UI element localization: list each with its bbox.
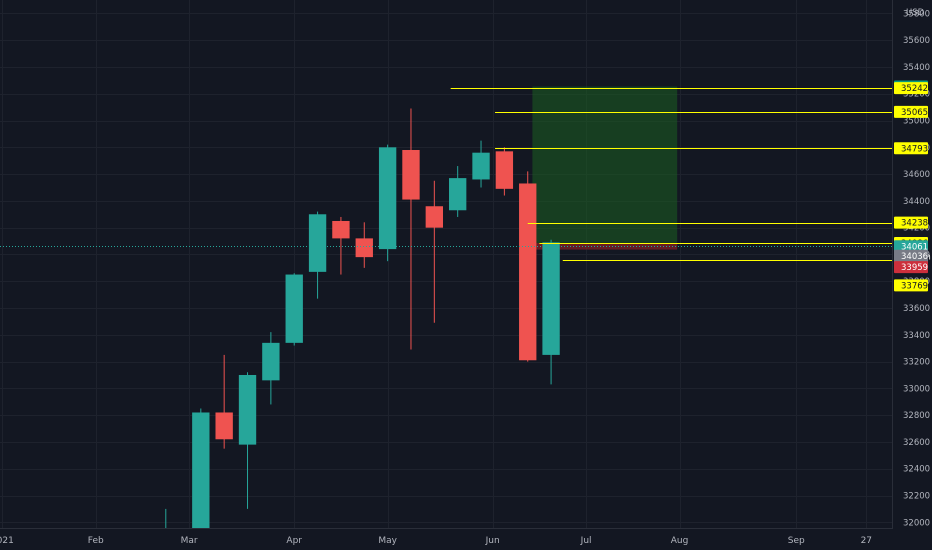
- price-tag-label: 34061: [901, 242, 928, 252]
- price-tag-label: 34036: [901, 252, 928, 262]
- time-tick-label: Sep: [788, 536, 805, 546]
- time-tick-label: Aug: [671, 536, 689, 546]
- price-tag-background: [894, 105, 928, 118]
- candle: [285, 273, 303, 346]
- time-tick-label: Apr: [286, 536, 302, 546]
- price-tag-label: 33959: [901, 263, 928, 273]
- candle: [402, 108, 420, 350]
- candle-body: [355, 238, 373, 258]
- candle-body: [285, 274, 303, 343]
- time-tick-label: Jun: [485, 536, 500, 546]
- price-tick-label: 35200: [903, 90, 930, 100]
- price-tag-label: 35242: [901, 84, 928, 94]
- price-tag-background: [894, 249, 928, 262]
- price-tick-label: 32800: [903, 411, 930, 421]
- candle: [378, 144, 397, 262]
- candle: [238, 372, 257, 509]
- time-tick-label: Jul: [580, 536, 592, 546]
- time-tick-label: May: [378, 536, 397, 546]
- time-axis-background: [0, 529, 932, 550]
- candle-body: [425, 206, 443, 228]
- price-tick-label: 32400: [903, 465, 930, 475]
- price-tag: 35242: [894, 82, 928, 95]
- candle-body: [262, 342, 280, 381]
- candle: [542, 239, 560, 385]
- price-tag: 33769: [894, 279, 928, 292]
- candles: [157, 108, 560, 550]
- candle: [355, 222, 373, 268]
- price-tag-background: [894, 261, 928, 274]
- candle-body: [192, 412, 210, 536]
- candle-body: [542, 242, 560, 355]
- price-tags: 352543524235065347933423834086340611d 11…: [894, 80, 931, 292]
- price-tick-label: 33400: [903, 331, 930, 341]
- price-tag-background: [894, 142, 928, 155]
- candle: [425, 180, 443, 323]
- price-tag: 35065: [894, 105, 928, 118]
- candle-body: [332, 220, 350, 239]
- price-tag-label: 35065: [901, 108, 928, 118]
- candle: [472, 140, 490, 188]
- price-tag-background: [894, 279, 928, 292]
- price-tag-label: 34793: [901, 144, 928, 154]
- price-tag-background: [894, 216, 928, 229]
- price-tick-label: 34200: [903, 224, 930, 234]
- price-tick-label: 32000: [903, 518, 930, 528]
- price-tick-label: 32200: [903, 492, 930, 502]
- candle-body: [449, 178, 467, 211]
- currency-label[interactable]: USD: [906, 8, 925, 18]
- grid: [0, 0, 892, 529]
- candle: [495, 147, 514, 196]
- candle: [449, 166, 467, 217]
- candle-body: [215, 412, 233, 440]
- price-tag-label: 33769: [901, 281, 928, 291]
- candle-body: [472, 152, 490, 180]
- candle-body: [308, 214, 327, 272]
- price-tag-label: 34238: [901, 219, 928, 229]
- price-tick-label: 34400: [903, 197, 930, 207]
- price-tick-label: 33200: [903, 358, 930, 368]
- candle: [519, 171, 537, 362]
- price-tick-label: 35400: [903, 63, 930, 73]
- candle: [262, 332, 280, 405]
- candle-body: [238, 374, 257, 445]
- price-tick-label: 33000: [903, 384, 930, 394]
- time-tick-label: 27: [861, 536, 872, 546]
- price-tick-label: 33600: [903, 304, 930, 314]
- price-tag: 34036: [894, 249, 928, 262]
- stop-zone[interactable]: [532, 242, 678, 250]
- candle-body: [519, 183, 537, 361]
- price-tick-label: 35600: [903, 36, 930, 46]
- target-zone[interactable]: [532, 86, 678, 243]
- horizontal-lines[interactable]: [450, 88, 892, 261]
- price-tag: 34238: [894, 216, 928, 229]
- price-tick-label: 34600: [903, 170, 930, 180]
- time-tick-label: Feb: [88, 536, 104, 546]
- candle: [308, 211, 327, 299]
- price-tag-background: [894, 82, 928, 95]
- candle: [332, 216, 350, 275]
- position-zones[interactable]: [532, 86, 678, 250]
- candle: [192, 408, 210, 550]
- candle: [215, 354, 233, 449]
- price-tick-label: 35000: [903, 117, 930, 127]
- price-tag: 34793: [894, 142, 928, 155]
- candle-body: [402, 149, 420, 200]
- price-tick-label: 35800: [903, 9, 930, 19]
- candle-body: [378, 147, 397, 250]
- time-axis[interactable]: 2021 Feb Mar Apr May Jun Jul Aug Sep 27: [0, 536, 872, 546]
- candle-body: [495, 151, 514, 189]
- time-tick-label: Mar: [181, 536, 198, 546]
- price-tag: 33959: [894, 261, 928, 274]
- time-tick-label: 2021: [0, 536, 14, 546]
- price-tick-label: 32600: [903, 438, 930, 448]
